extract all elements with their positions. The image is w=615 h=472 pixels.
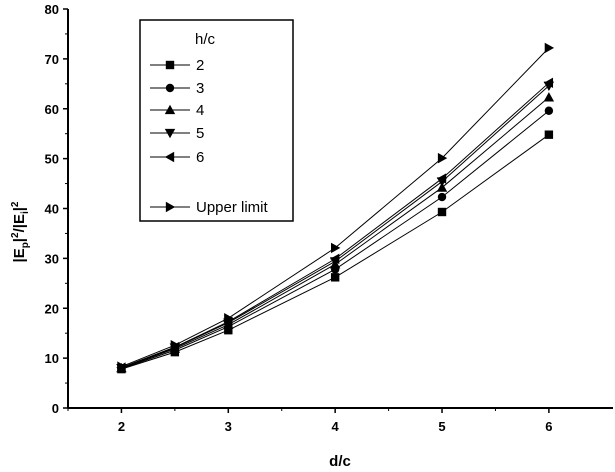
data-point <box>329 253 340 265</box>
data-point <box>437 192 447 202</box>
legend-box <box>139 19 294 222</box>
y-label-sub: i <box>20 211 31 214</box>
y-label-part: | <box>11 238 28 242</box>
data-point <box>330 273 340 282</box>
legend-marker <box>165 201 176 213</box>
y-label-part: |E <box>11 248 28 262</box>
legend-label: 4 <box>196 102 204 119</box>
x-tick-label: 2 <box>118 419 125 434</box>
y-tick-label: 10 <box>45 351 59 366</box>
legend-label: Upper limit <box>196 199 269 216</box>
legend-label: 3 <box>196 80 204 97</box>
data-point <box>437 152 448 164</box>
series-6 <box>117 42 555 372</box>
data-point <box>330 242 341 254</box>
series <box>116 42 555 374</box>
legend-marker <box>164 128 176 139</box>
y-tick-label: 60 <box>45 102 59 117</box>
data-point <box>437 207 447 217</box>
legend-label: 2 <box>196 57 204 74</box>
legend-item: 5 <box>150 125 204 142</box>
y-label-sub: p <box>20 242 31 248</box>
legend: h/c 2 3 4 5 6 Upper limit <box>139 19 294 222</box>
data-point <box>543 77 554 89</box>
legend-label: 5 <box>196 125 204 142</box>
x-tick-label: 3 <box>225 419 232 434</box>
legend-item: 2 <box>150 57 204 74</box>
y-tick-label: 0 <box>52 401 59 416</box>
legend-marker <box>165 83 175 93</box>
series-line <box>121 47 550 368</box>
data-point <box>544 106 554 115</box>
data-point <box>117 361 127 372</box>
series-line <box>121 134 550 370</box>
series-line <box>121 82 550 369</box>
x-tick-label: 6 <box>545 419 552 434</box>
y-tick-label: 30 <box>45 251 59 266</box>
x-axis-label: d/c <box>329 453 351 470</box>
y-tick-label: 80 <box>45 2 59 17</box>
legend-item: 6 <box>150 149 204 166</box>
y-tick-label: 50 <box>45 152 59 167</box>
data-point <box>543 92 555 102</box>
data-point <box>436 182 448 192</box>
y-label-part: /|E <box>11 214 28 232</box>
y-axis-label: |Ep|2/|Ei|2 <box>10 201 31 262</box>
y-label-sup: 2 <box>10 232 21 238</box>
data-point <box>170 339 181 351</box>
y-tick-label: 20 <box>45 301 59 316</box>
legend-item: 3 <box>150 80 204 97</box>
x-tick-label: 5 <box>438 419 445 434</box>
data-point <box>224 313 234 324</box>
legend-marker <box>164 104 176 115</box>
legend-marker <box>165 60 175 70</box>
series-line <box>121 96 550 369</box>
y-tick-label: 70 <box>45 52 59 67</box>
series-line <box>121 110 550 370</box>
data-point <box>544 130 554 139</box>
x-tick-label: 4 <box>332 419 340 434</box>
legend-item: Upper limit <box>150 199 269 216</box>
data-point <box>544 42 555 54</box>
legend-marker <box>164 151 175 163</box>
y-label-sup: 2 <box>10 201 21 207</box>
y-tick-label: 40 <box>45 202 59 217</box>
data-point <box>436 173 447 184</box>
legend-item: 4 <box>150 102 204 119</box>
legend-title: h/c <box>195 31 216 48</box>
ticks: 0 10 20 30 40 50 60 70 80 2 3 4 5 6 <box>45 2 553 434</box>
y-label-part: | <box>11 207 28 211</box>
legend-label: 6 <box>196 149 204 166</box>
